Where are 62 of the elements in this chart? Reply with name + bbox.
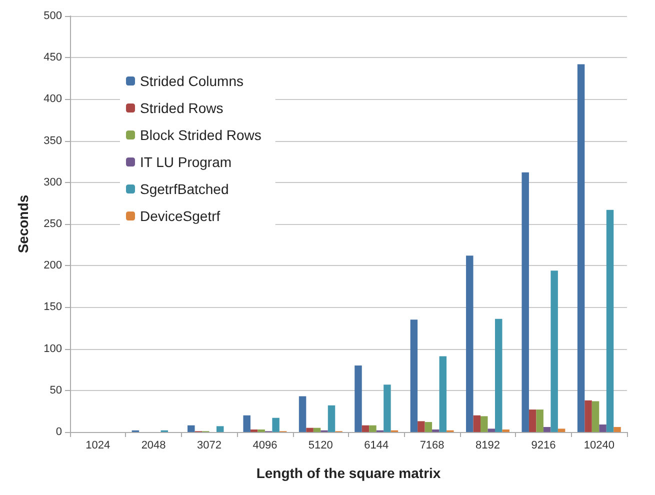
- bar: [272, 418, 280, 432]
- bar: [577, 64, 585, 432]
- bar: [298, 396, 306, 432]
- x-tick-label: 9216: [531, 440, 556, 452]
- bar: [418, 421, 425, 432]
- bar: [614, 427, 621, 432]
- y-tick-label: 100: [44, 342, 62, 355]
- y-tick-label: 400: [44, 93, 62, 106]
- bar: [466, 256, 474, 432]
- bar: [439, 356, 447, 432]
- x-tick-label: 5120: [308, 440, 333, 452]
- bar: [369, 425, 376, 432]
- bar: [536, 410, 544, 432]
- x-axis-title: Length of the square matrix: [256, 465, 441, 481]
- bar: [328, 405, 336, 432]
- bar: [522, 172, 529, 432]
- bar: [494, 318, 502, 432]
- bar: [410, 320, 418, 432]
- bar: [384, 384, 391, 432]
- bar: [584, 400, 592, 432]
- y-tick-label: 200: [44, 260, 62, 272]
- legend-label: Strided Rows: [140, 100, 224, 116]
- x-tick-label: 2048: [141, 440, 166, 452]
- y-tick-label: 50: [50, 384, 62, 396]
- bar: [306, 428, 314, 432]
- bar: [313, 428, 321, 432]
- bar: [528, 410, 536, 432]
- legend-label: DeviceSgetrf: [140, 208, 220, 224]
- legend-label: IT LU Program: [140, 154, 232, 170]
- bar: [599, 424, 606, 432]
- legend-label: Strided Columns: [140, 73, 244, 89]
- y-tick-label: 250: [44, 218, 62, 230]
- y-tick-label: 0: [56, 426, 62, 438]
- bar: [473, 415, 481, 432]
- x-tick-label: 4096: [252, 440, 278, 452]
- y-axis-title: Seconds: [15, 194, 31, 254]
- bar: [488, 428, 495, 432]
- y-tick-label: 300: [44, 176, 62, 188]
- y-tick-label: 500: [44, 10, 62, 22]
- bar: [424, 422, 432, 432]
- bar: [480, 416, 488, 432]
- x-tick-label: 10240: [584, 440, 614, 452]
- bar: [558, 428, 566, 432]
- x-tick-label: 8192: [476, 440, 500, 452]
- y-tick-label: 150: [44, 301, 62, 314]
- bar: [243, 415, 250, 432]
- x-tick-label: 6144: [364, 440, 389, 452]
- bar: [592, 401, 600, 432]
- x-tick-label: 7168: [420, 440, 444, 452]
- bar: [606, 210, 614, 432]
- bar: [216, 426, 224, 432]
- x-tick-label: 1024: [86, 440, 110, 452]
- bar: [362, 425, 370, 432]
- y-tick-label: 450: [44, 52, 62, 64]
- bar: [550, 270, 558, 432]
- bar: [354, 365, 362, 432]
- x-tick-label: 3072: [197, 440, 222, 452]
- y-tick-label: 350: [44, 134, 62, 147]
- legend-label: Block Strided Rows: [140, 127, 262, 143]
- bar: [543, 427, 551, 432]
- legend-label: SgetrfBatched: [140, 181, 229, 197]
- bar: [188, 425, 195, 432]
